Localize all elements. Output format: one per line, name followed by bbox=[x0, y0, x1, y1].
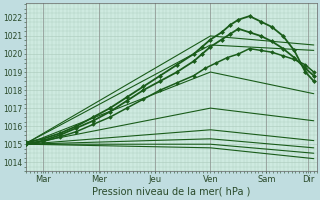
X-axis label: Pression niveau de la mer( hPa ): Pression niveau de la mer( hPa ) bbox=[92, 187, 251, 197]
